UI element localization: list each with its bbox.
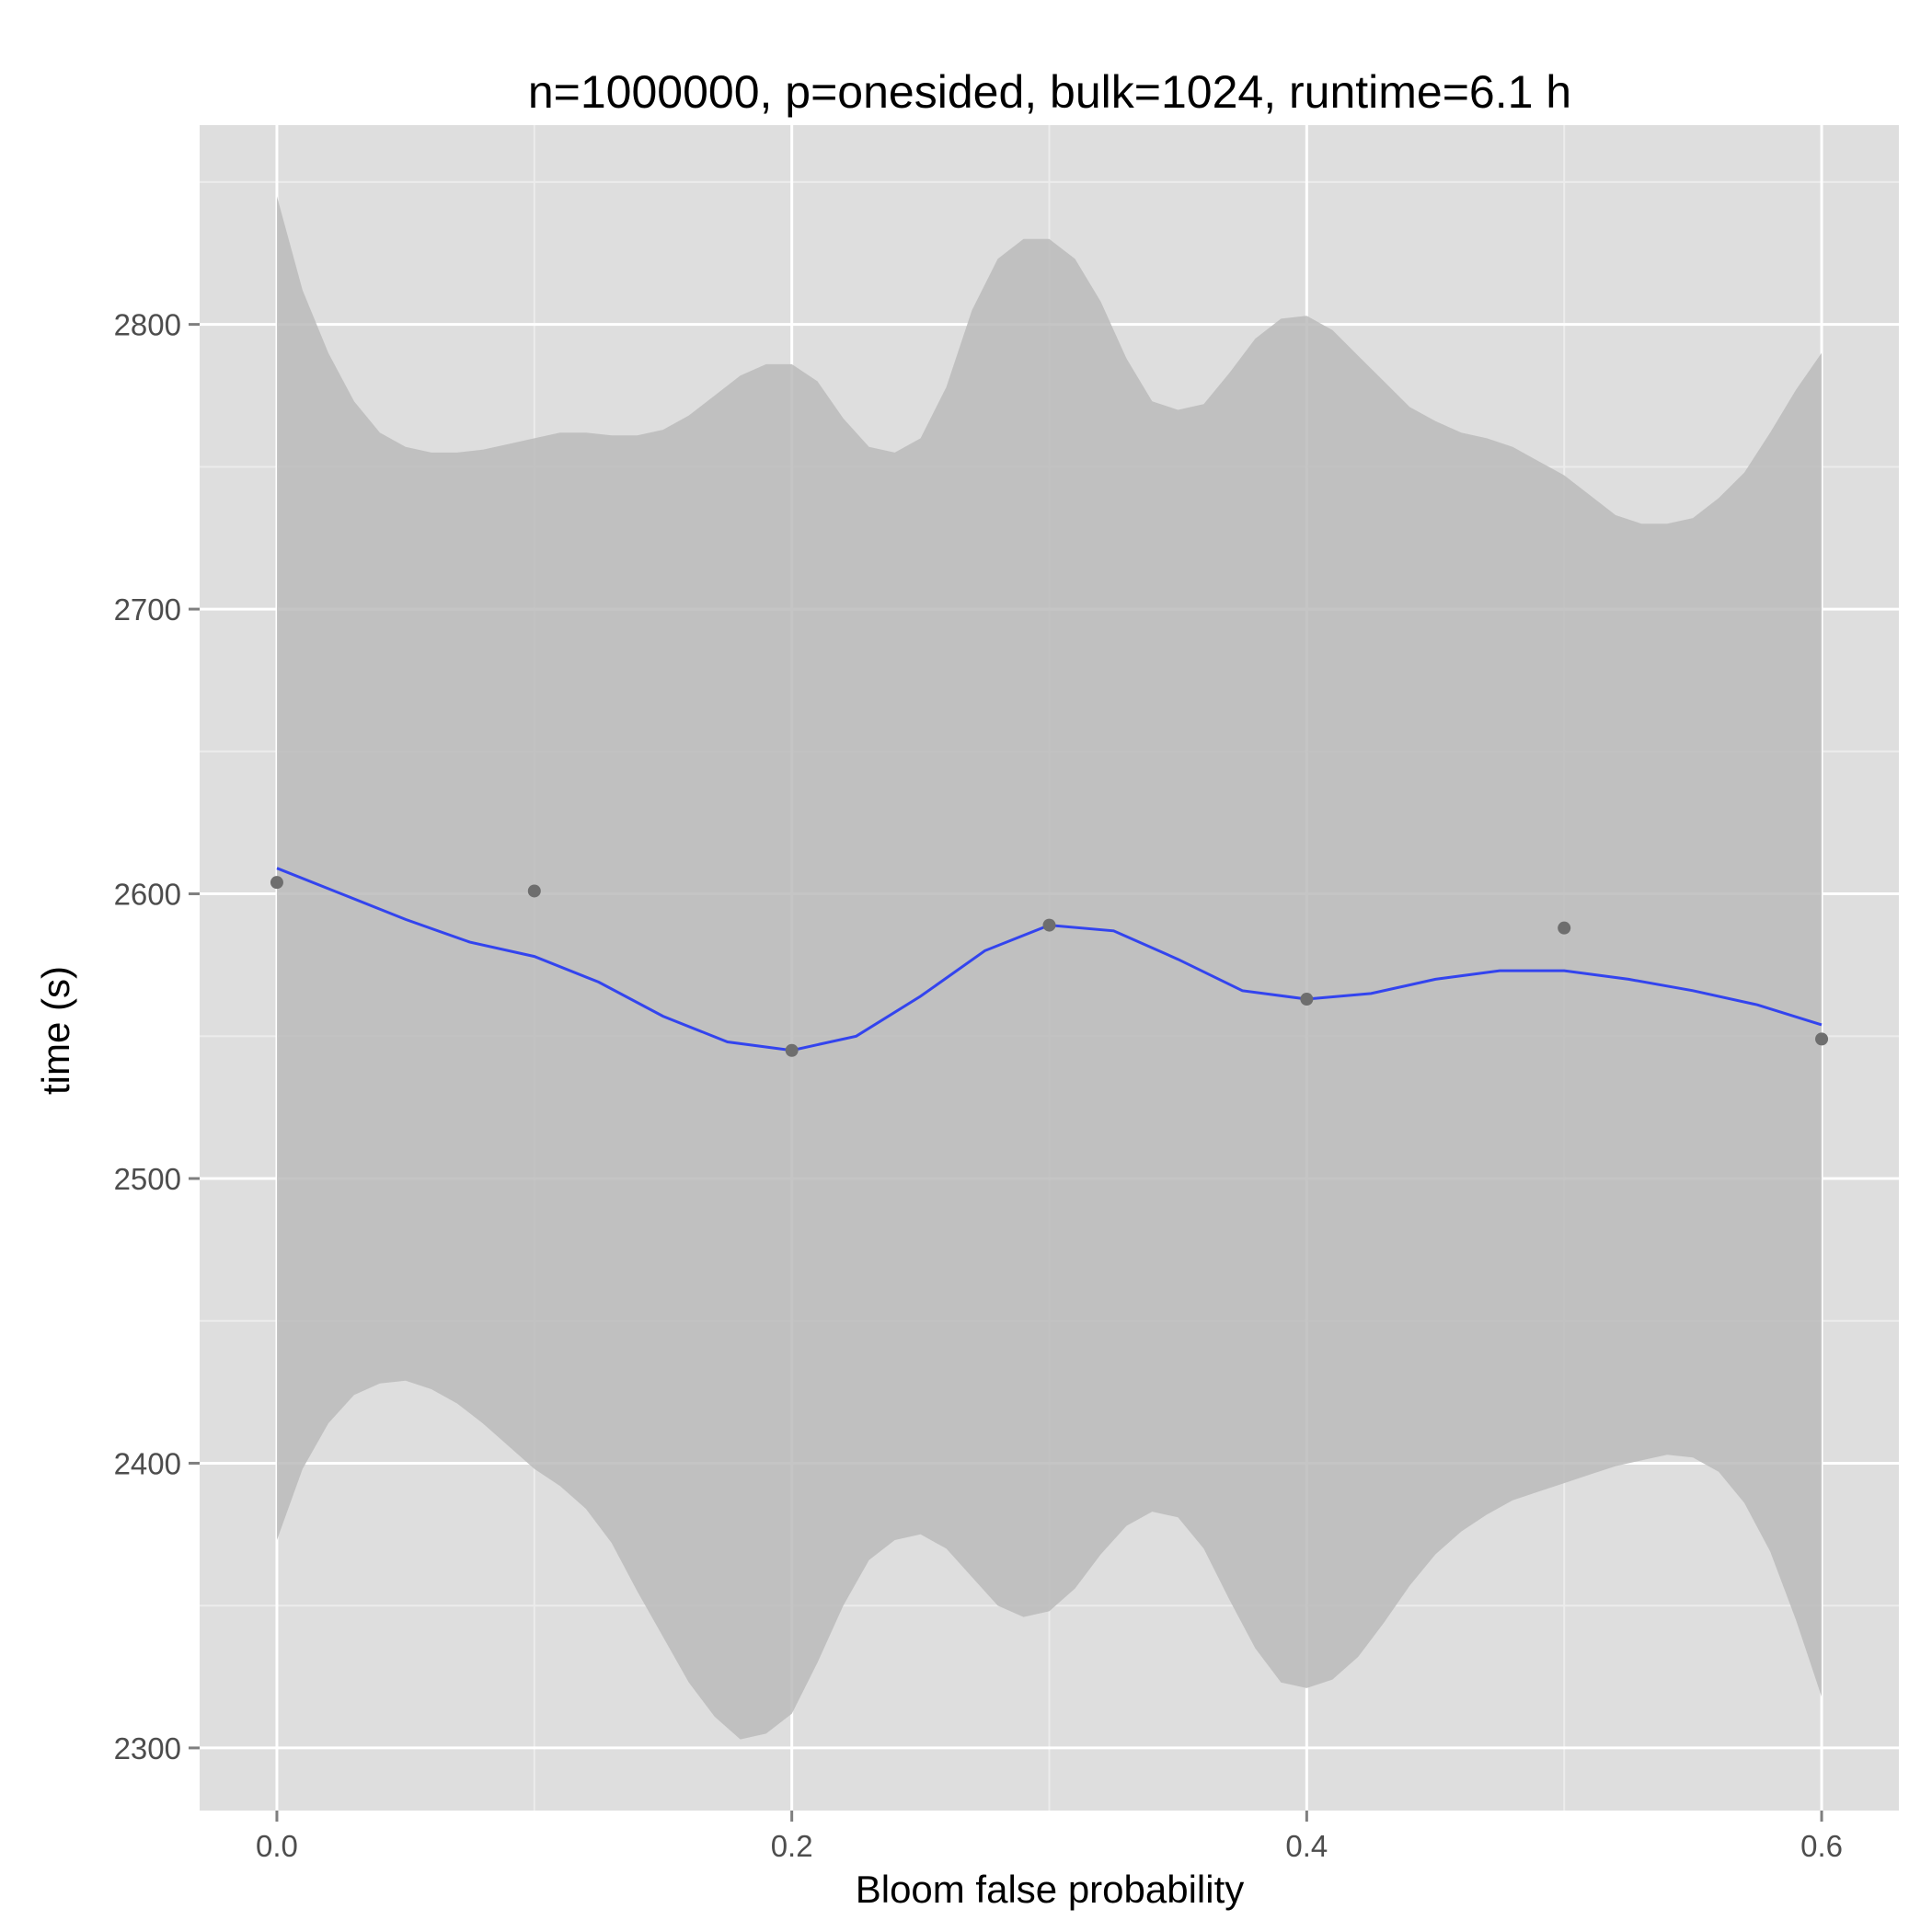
data-point xyxy=(1558,921,1571,935)
x-axis-tick-label: 0.6 xyxy=(1800,1829,1843,1863)
x-axis: 0.0 0.2 0.4 0.6 xyxy=(256,1811,1843,1863)
x-axis-tick-label: 0.0 xyxy=(256,1829,298,1863)
confidence-ribbon xyxy=(277,196,1822,1740)
data-point xyxy=(785,1043,799,1057)
x-axis-label: Bloom false probability xyxy=(856,1868,1245,1911)
y-axis-tick-label: 2700 xyxy=(114,592,181,627)
data-points xyxy=(270,876,1829,1057)
y-axis-tick-label: 2300 xyxy=(114,1731,181,1765)
x-axis-tick-label: 0.2 xyxy=(771,1829,813,1863)
y-axis-label: time (s) xyxy=(34,966,77,1095)
y-axis-tick-label: 2400 xyxy=(114,1446,181,1480)
data-point xyxy=(270,876,283,890)
y-axis-tick-label: 2600 xyxy=(114,878,181,912)
x-axis-tick-label: 0.4 xyxy=(1285,1829,1328,1863)
y-axis-tick-label: 2800 xyxy=(114,308,181,342)
y-axis: 2300 2400 2500 2600 2700 2800 xyxy=(114,308,200,1765)
data-point xyxy=(1042,918,1056,932)
data-point xyxy=(527,884,541,898)
data-point xyxy=(1300,993,1314,1006)
chart-title: n=1000000, p=onesided, bulk=1024, runtim… xyxy=(528,66,1571,118)
y-axis-tick-label: 2500 xyxy=(114,1162,181,1196)
data-point xyxy=(1815,1032,1829,1046)
